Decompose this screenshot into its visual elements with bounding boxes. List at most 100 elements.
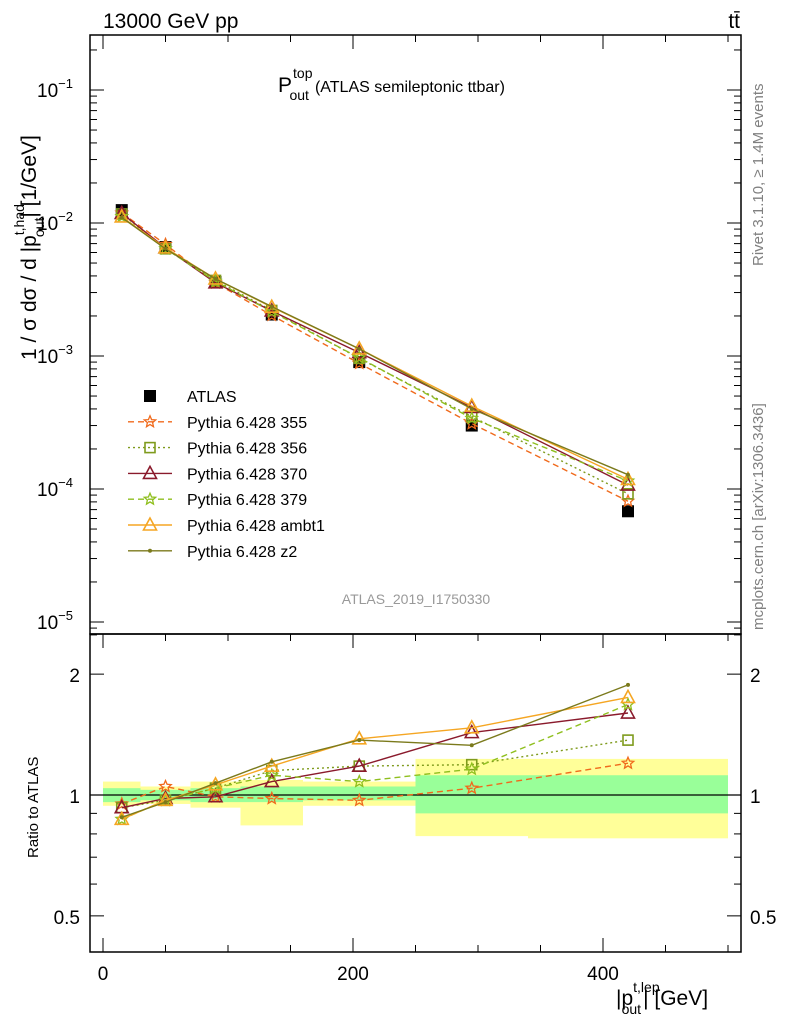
ratio-point-pythia-6-428-ambt1-0 bbox=[113, 810, 130, 826]
point-pythia-6-428-356-6 bbox=[622, 488, 634, 500]
point-pythia-6-428-z2-4 bbox=[357, 346, 362, 351]
y-axis-label-main: 1 / σ dσ / d |pt,had out| [1/GeV] bbox=[11, 135, 47, 360]
ratio-point-pythia-6-428-ambt1-5 bbox=[463, 719, 480, 734]
ratio-point-pythia-6-428-379-3 bbox=[264, 767, 280, 782]
ratio-series-pythia-6-428-z2 bbox=[119, 682, 630, 820]
legend-marker-pythia-6-428-370 bbox=[142, 464, 158, 480]
ratio-point-pythia-6-428-355-1 bbox=[158, 778, 173, 793]
ratio-point-pythia-6-428-355-3 bbox=[264, 790, 280, 805]
ratio-y-tick-2-left: 2 bbox=[69, 666, 80, 687]
energy-label: 13000 GeV pp bbox=[103, 10, 238, 33]
point-pythia-6-428-379-5 bbox=[464, 410, 480, 425]
point-pythia-6-428-379-1 bbox=[158, 241, 173, 255]
ratio-point-pythia-6-428-355-6 bbox=[620, 755, 636, 770]
rivet-version-label: Rivet 3.1.10, ≥ 1.4M events bbox=[750, 84, 767, 267]
point-pythia-6-428-370-4 bbox=[351, 343, 368, 359]
y-axis-label-ratio: Ratio to ATLAS bbox=[25, 757, 42, 858]
ratio-point-pythia-6-428-356-6 bbox=[622, 734, 634, 746]
ratio-point-pythia-6-428-ambt1-4 bbox=[351, 730, 368, 745]
ratio-point-pythia-6-428-370-5 bbox=[463, 723, 480, 739]
point-pythia-6-428-ambt1-3 bbox=[263, 298, 280, 313]
ratio-point-pythia-6-428-z2-4 bbox=[357, 738, 362, 743]
ratio-point-pythia-6-428-z2-1 bbox=[163, 800, 168, 805]
point-pythia-6-428-z2-2 bbox=[213, 276, 218, 281]
legend-item-pythia-6-428-379: Pythia 6.428 379 bbox=[128, 491, 307, 509]
legend-marker-pythia-6-428-z2 bbox=[148, 548, 152, 553]
ratio-line-pythia-6-428-355 bbox=[121, 762, 629, 805]
legend-marker-pythia-6-428-355 bbox=[142, 414, 158, 429]
point-pythia-6-428-ambt1-2 bbox=[207, 270, 224, 285]
main-series-group bbox=[113, 204, 636, 518]
ratio-point-pythia-6-428-379-6 bbox=[620, 696, 636, 711]
ratio-y-tick-1-right: 1 bbox=[750, 787, 761, 808]
legend-item-pythia-6-428-370: Pythia 6.428 370 bbox=[128, 464, 307, 483]
ratio-y-tick-2-right: 2 bbox=[750, 666, 761, 687]
legend-marker-atlas bbox=[144, 390, 156, 402]
ratio-point-pythia-6-428-ambt1-1 bbox=[157, 791, 174, 807]
y-tick-label-1e-4: 10−4 bbox=[37, 475, 73, 501]
ratio-point-pythia-6-428-370-4 bbox=[351, 757, 368, 772]
point-atlas-6 bbox=[622, 505, 634, 518]
ratio-point-pythia-6-428-z2-6 bbox=[626, 682, 630, 687]
ratio-point-pythia-6-428-ambt1-6 bbox=[620, 688, 636, 704]
mcplots-label: mcplots.cern.ch [arXiv:1306.3436] bbox=[750, 403, 767, 630]
legend-label-pythia-6-428-370: Pythia 6.428 370 bbox=[187, 466, 307, 483]
point-pythia-6-428-ambt1-6 bbox=[620, 470, 636, 486]
point-pythia-6-428-z2-3 bbox=[269, 304, 274, 309]
legend-label-pythia-6-428-ambt1: Pythia 6.428 ambt1 bbox=[187, 518, 325, 535]
legend-marker-pythia-6-428-ambt1 bbox=[142, 516, 158, 531]
legend-item-pythia-6-428-355: Pythia 6.428 355 bbox=[128, 414, 307, 432]
ratio-point-pythia-6-428-z2-3 bbox=[269, 759, 274, 764]
legend-item-pythia-6-428-ambt1: Pythia 6.428 ambt1 bbox=[128, 516, 325, 535]
y-tick-label-1e-1: 10−1 bbox=[37, 76, 73, 102]
ratio-point-pythia-6-428-379-4 bbox=[351, 773, 367, 788]
ratio-point-pythia-6-428-370-2 bbox=[207, 788, 224, 803]
inner-band-bin-6 bbox=[528, 775, 728, 814]
x-axis-label: |pt,lep out| [GeV] bbox=[616, 979, 708, 1017]
x-tick-label-400: 400 bbox=[587, 964, 619, 985]
y-tick-labels-main: 10−1 10−2 10−3 10−4 10−5 bbox=[37, 76, 73, 634]
legend-item-pythia-6-428-z2: Pythia 6.428 z2 bbox=[128, 544, 297, 561]
ratio-point-pythia-6-428-356-5 bbox=[465, 758, 478, 771]
ratio-uncertainty-bands bbox=[103, 758, 728, 839]
ratio-point-pythia-6-428-355-4 bbox=[351, 792, 367, 807]
ratio-y-tick-1-left: 1 bbox=[69, 787, 80, 808]
analysis-tag: ATLAS_2019_I1750330 bbox=[342, 591, 491, 607]
x-tick-label-200: 200 bbox=[337, 964, 369, 985]
ratio-point-pythia-6-428-370-6 bbox=[620, 704, 636, 719]
series-line-pythia-6-428-z2 bbox=[121, 216, 629, 476]
axis-ticks bbox=[90, 35, 741, 952]
point-pythia-6-428-379-4 bbox=[351, 350, 367, 364]
ratio-point-pythia-6-428-379-5 bbox=[464, 761, 480, 776]
x-tick-label-0: 0 bbox=[98, 964, 109, 985]
legend-label-pythia-6-428-379: Pythia 6.428 379 bbox=[187, 492, 307, 509]
y-tick-label-1e-3: 10−3 bbox=[37, 342, 73, 368]
point-pythia-6-428-z2-0 bbox=[119, 215, 124, 220]
ratio-series-group bbox=[113, 682, 636, 826]
point-pythia-6-428-ambt1-5 bbox=[463, 397, 480, 412]
legend-item-pythia-6-428-356: Pythia 6.428 356 bbox=[128, 441, 307, 458]
legend-label-pythia-6-428-355: Pythia 6.428 355 bbox=[187, 415, 307, 432]
process-label: tt̄ bbox=[728, 10, 740, 33]
ratio-point-pythia-6-428-ambt1-3 bbox=[263, 757, 280, 772]
point-pythia-6-428-z2-1 bbox=[163, 246, 168, 251]
legend-label-atlas: ATLAS bbox=[187, 389, 237, 406]
inner-band-bin-3 bbox=[240, 786, 303, 803]
ratio-y-tick-05-right: 0.5 bbox=[750, 908, 776, 929]
main-title: Ptop out (ATLAS semileptonic ttbar) bbox=[278, 65, 505, 103]
ratio-point-pythia-6-428-z2-2 bbox=[213, 781, 218, 786]
legend-item-atlas: ATLAS bbox=[144, 389, 237, 406]
legend-label-pythia-6-428-356: Pythia 6.428 356 bbox=[187, 441, 307, 458]
ratio-point-pythia-6-428-z2-5 bbox=[469, 743, 474, 748]
legend-label-pythia-6-428-z2: Pythia 6.428 z2 bbox=[187, 544, 297, 561]
y-tick-label-1e-5: 10−5 bbox=[37, 608, 73, 634]
ratio-y-tick-05-left: 0.5 bbox=[54, 908, 80, 929]
ratio-point-pythia-6-428-355-2 bbox=[208, 789, 223, 803]
ratio-point-pythia-6-428-355-5 bbox=[464, 780, 480, 795]
y-tick-label-1e-2: 10−2 bbox=[37, 209, 73, 235]
point-pythia-6-428-z2-6 bbox=[626, 472, 630, 477]
legend-marker-pythia-6-428-379 bbox=[142, 491, 158, 506]
legend: ATLAS Pythia 6.428 355 Pythia 6.428 356 Pyt… bbox=[128, 389, 325, 561]
ratio-point-pythia-6-428-z2-0 bbox=[119, 815, 124, 820]
